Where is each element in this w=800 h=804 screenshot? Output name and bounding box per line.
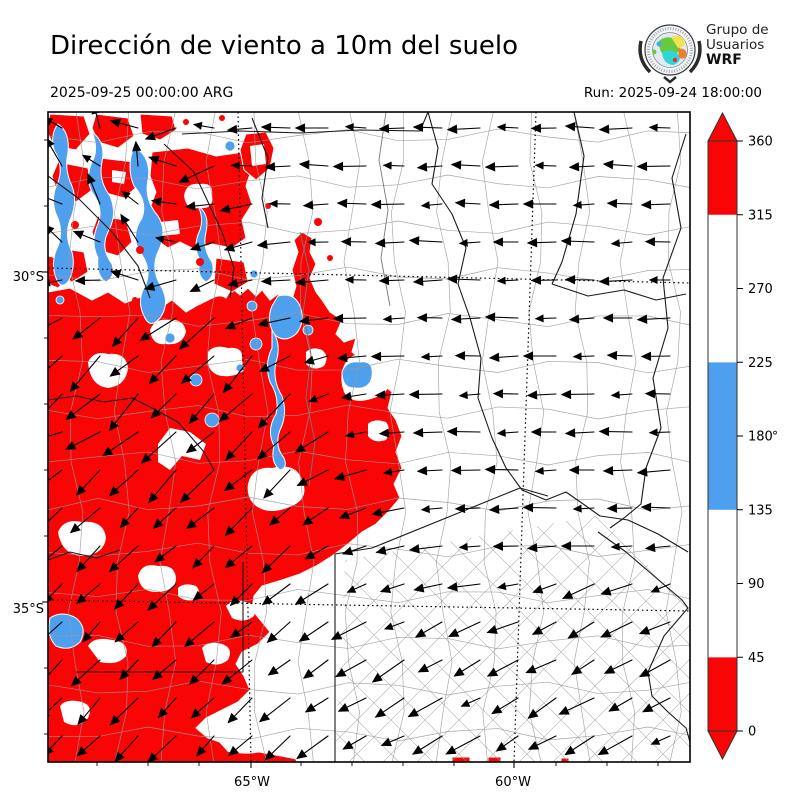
ba-boundary [787, 460, 800, 800]
valid-time-label: 2025-09-25 00:00:00 ARG [50, 85, 233, 101]
page-title: Dirección de viento a 10m del suelo [50, 31, 518, 61]
y-axis-tick-label: 35°S [13, 602, 44, 617]
logo-text-line2: Usuarios [706, 37, 764, 53]
colorbar-tick-label: 225 [748, 356, 773, 371]
colorbar: 0 45 90 135 180 225 270 315 360 ° [708, 113, 778, 759]
ba-boundary [685, 460, 800, 800]
blue-speckle [205, 413, 219, 427]
red-speckle [227, 299, 233, 305]
blue-speckle [56, 296, 64, 304]
wind-arrow-head [39, 676, 48, 685]
colorbar-unit-label: ° [772, 429, 778, 443]
wind-arrow-head [36, 193, 45, 200]
wind-arrow-head [25, 490, 34, 498]
red-speckle [136, 246, 144, 254]
wrf-users-group-logo: Grupo de Usuarios WRF [640, 22, 769, 82]
blue-speckle [225, 141, 235, 151]
colorbar-tick-label: 315 [748, 208, 773, 223]
red-speckle [132, 297, 138, 303]
red-speckle [183, 119, 189, 125]
colorbar-segment [708, 657, 737, 731]
wind-arrow-head [38, 523, 47, 532]
x-axis-tick-label: 60°W [495, 775, 531, 790]
wind-arrow-head [31, 376, 40, 385]
colorbar-tick-label: 180 [748, 430, 773, 445]
red-region-hole [112, 170, 126, 184]
red-region-hole [138, 565, 176, 592]
wind-arrow-head [21, 332, 30, 339]
logo-wreath-bottom [664, 77, 676, 82]
red-speckle [196, 258, 204, 266]
colorbar-segment [708, 510, 737, 658]
colorbar-tick-label: 270 [748, 282, 773, 297]
header: Dirección de viento a 10m del suelo 2025… [50, 22, 769, 101]
colorbar-tick-label: 45 [748, 651, 765, 666]
blue-speckle [190, 374, 202, 386]
blue-speckle [247, 301, 257, 311]
colorbar-tick-label: 135 [748, 503, 773, 518]
red-region-hole [208, 347, 243, 377]
blue-speckle [250, 270, 258, 278]
wind-arrow-head [34, 639, 43, 648]
red-speckle [314, 218, 322, 226]
logo-text-line1: Grupo de [706, 22, 769, 38]
x-axis-tick-label: 65°W [234, 775, 270, 790]
red-speckle [219, 115, 225, 121]
colorbar-segment [708, 141, 737, 215]
map-canvas [0, 105, 800, 800]
red-region-hole [202, 643, 230, 665]
wind-arrow-head [36, 413, 45, 422]
logo-text-line3: WRF [706, 52, 742, 68]
ba-boundary [685, 470, 800, 790]
colorbar-tick-label: 90 [748, 577, 765, 592]
colorbar-segment [708, 215, 737, 363]
red-speckle [327, 255, 333, 261]
colorbar-tick-label: 360 [748, 135, 773, 150]
colorbar-extend-bottom [708, 731, 737, 759]
y-axis-tick-label: 30°S [13, 270, 44, 285]
run-time-label: Run: 2025-09-24 18:00:00 [584, 85, 762, 101]
colorbar-segment [708, 362, 737, 510]
colorbar-extend-top [708, 113, 737, 141]
ba-boundary [787, 470, 800, 790]
wind-arrow-head [39, 557, 48, 565]
colorbar-tick-label: 0 [748, 725, 756, 740]
wind-arrow-head [35, 434, 44, 441]
